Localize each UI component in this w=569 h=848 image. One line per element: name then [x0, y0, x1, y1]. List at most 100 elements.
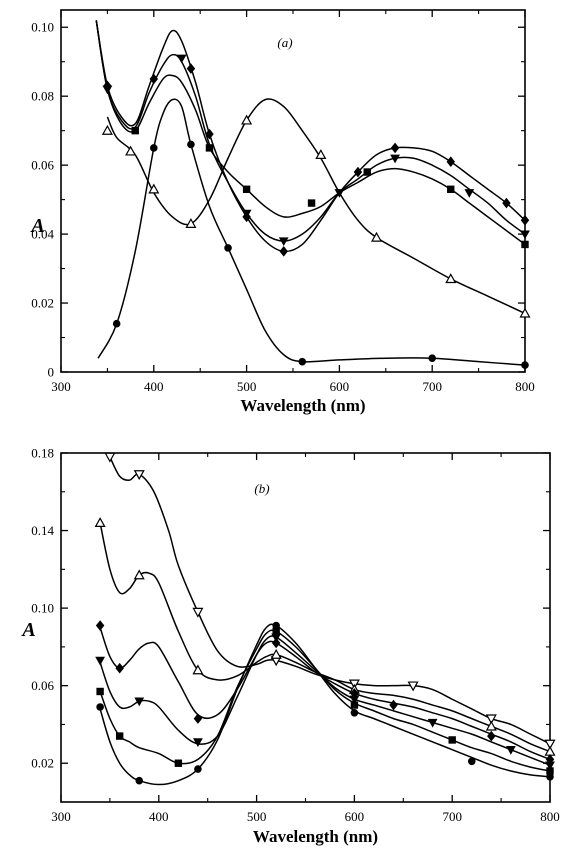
panel-a-series-2-point — [150, 144, 158, 152]
panel-a-series-1-point — [185, 218, 197, 228]
panel-b-series-6-point — [194, 765, 202, 773]
panel-a-series-2-line — [97, 98, 526, 366]
panel-b-x-tick-label: 700 — [442, 809, 462, 824]
panel-a-series-5-point — [186, 63, 196, 74]
panel-b-series-5-point — [96, 687, 104, 696]
panel-a-series-5-point — [205, 128, 214, 140]
panel-b-x-axis-title: Wavelength (nm) — [253, 827, 378, 846]
panel-b-series-2-point — [485, 720, 497, 731]
panel-a-series-2-point — [112, 319, 121, 328]
panel-a-series-2-point — [187, 140, 195, 149]
panel-b-series-5-point — [448, 736, 456, 744]
panel-a-y-tick-label: 0.08 — [31, 89, 54, 104]
panel-b-series-4-point — [505, 746, 516, 755]
panel-b-series-2-point — [192, 664, 204, 675]
panel-b-series-3-point — [487, 730, 496, 742]
panel-b-series-1-point — [544, 739, 556, 750]
panel-a-series-4-point — [520, 230, 530, 240]
panel-b-series-6-point — [350, 709, 359, 717]
panel-a-series-5-point — [502, 197, 511, 209]
panel-b-x-tick-label: 500 — [247, 809, 267, 824]
panel-b-x-tick-label: 800 — [540, 809, 560, 824]
panel-b-series-4-point — [271, 633, 282, 643]
panel-a-series-5-point — [390, 142, 400, 154]
panel-b-series-3-line — [99, 627, 551, 761]
panel-b-y-tick-label: 0.10 — [31, 601, 54, 616]
panel-b-series-6-point — [546, 772, 554, 781]
panel-a-y-tick-label: 0.02 — [31, 296, 54, 311]
panel-a-series-4-point — [176, 54, 187, 64]
panel-a-series-4-point — [278, 237, 289, 247]
panel-a-series-1-point — [125, 145, 137, 156]
panel-a-series-2-point — [224, 244, 232, 252]
panel-a-series-3-point — [242, 185, 251, 193]
panel-b-series-1-line — [109, 456, 551, 745]
panel-a-x-tick-label: 700 — [422, 379, 442, 394]
panel-a-x-tick-label: 800 — [515, 379, 535, 394]
panel-b-y-tick-label: 0.18 — [31, 446, 54, 461]
panel-b-series-3-point — [389, 699, 398, 711]
panel-a-series-4-point — [390, 154, 400, 164]
panel-a-series-1-point — [241, 114, 253, 125]
panel-a-chart: 300 400 500 600 700 800 0 0.02 0.04 0.06 0.08 0.10 W… — [29, 9, 535, 415]
panel-a-plot-frame — [60, 9, 526, 373]
panel-a-series-1-point — [371, 231, 383, 242]
panel-b-series-4-point — [134, 697, 145, 707]
panel-a-y-axis-title: A — [29, 215, 44, 237]
panel-a-series-2-point — [298, 357, 307, 366]
panel-a-y-tick-label: 0.04 — [31, 227, 54, 242]
panel-a-y-tick-label: 0.06 — [31, 158, 54, 173]
panel-a-x-axis-title: Wavelength (nm) — [240, 396, 365, 415]
panel-b-x-tick-label: 400 — [149, 809, 169, 824]
panel-a-series-4-point — [464, 189, 475, 198]
panel-b-series-5-point — [350, 701, 359, 709]
panel-b-series-4-point — [95, 656, 106, 666]
panel-b-series-5-line — [99, 629, 551, 772]
panel-b-series-2-point — [133, 569, 145, 580]
panel-a-label: (a) — [277, 35, 292, 50]
panel-b-series-5-point — [174, 759, 183, 767]
panel-b-series-1-point — [133, 470, 145, 481]
panel-a-series-3-point — [521, 240, 529, 249]
panel-b-series-1-point — [192, 607, 204, 618]
panel-a-series-5-line — [95, 20, 526, 253]
panel-a-series-5-point — [446, 156, 456, 167]
panel-a-series-5-point — [242, 211, 251, 223]
panel-a-x-tick-label: 500 — [237, 379, 257, 394]
panel-b-chart: 300 400 500 600 700 800 0.02 0.06 0.10 0.14 0.18 Wa… — [20, 446, 559, 847]
panel-a-series-5-point — [149, 73, 159, 85]
panel-b-series-2-line — [99, 522, 551, 753]
panel-a-series-5-point — [353, 166, 363, 178]
panel-b-series-4-point — [427, 718, 438, 728]
panel-a-series-1-point — [315, 149, 327, 159]
panel-b-series-3-point — [271, 637, 281, 649]
panel-b-series-1-point — [407, 681, 419, 692]
panel-a-series-5-point — [279, 246, 288, 257]
panel-b-series-1-point — [104, 452, 116, 463]
panel-b-series-2-point — [270, 648, 282, 659]
panel-b-series-1-point — [485, 714, 497, 725]
panel-a-series-3-line — [95, 20, 526, 246]
panel-b-x-tick-label: 300 — [51, 809, 71, 824]
panel-b-series-4-point — [349, 695, 360, 705]
panel-b-series-3-point — [95, 620, 105, 631]
panel-b-series-6-line — [99, 623, 551, 786]
panel-b-x-tick-label: 600 — [345, 809, 365, 824]
panel-b-y-tick-label: 0.06 — [31, 678, 54, 693]
panel-b-label: (b) — [254, 481, 269, 496]
panel-b-series-2-point — [94, 517, 106, 528]
panel-b-series-3-point — [193, 713, 203, 724]
panel-b-series-5-point — [115, 732, 124, 740]
panel-a-series-1-point — [101, 124, 113, 135]
panel-b-series-4-line — [99, 635, 551, 766]
panel-a-x-tick-label: 300 — [51, 379, 71, 394]
panel-a-series-5-point — [103, 80, 112, 92]
panel-a-y-tick-label: 0.10 — [31, 20, 54, 35]
panel-a-series-1-point — [519, 307, 531, 318]
panel-a-y-tick-label: 0 — [48, 365, 55, 380]
panel-b-y-tick-label: 0.02 — [31, 756, 54, 771]
panel-b-y-axis-title: A — [20, 619, 35, 641]
panel-a-series-1-point — [148, 183, 160, 194]
panel-a-x-tick-label: 400 — [144, 379, 164, 394]
